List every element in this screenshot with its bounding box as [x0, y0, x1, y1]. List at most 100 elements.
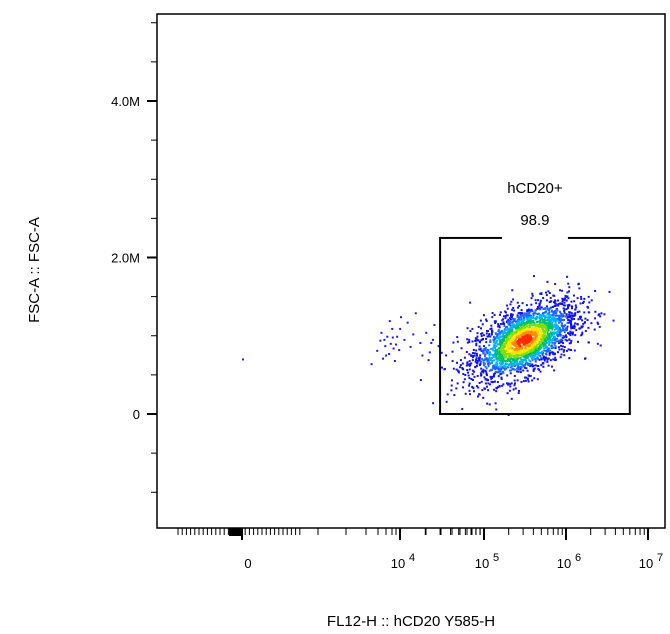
- data-point: [562, 324, 565, 327]
- data-point: [501, 330, 504, 333]
- data-point: [490, 327, 493, 330]
- data-point: [556, 337, 559, 340]
- data-point: [485, 358, 488, 361]
- data-point: [501, 384, 504, 387]
- data-point: [533, 327, 536, 330]
- data-point: [484, 346, 487, 349]
- data-point: [510, 357, 513, 360]
- data-point: [521, 302, 524, 305]
- data-point: [528, 347, 531, 350]
- data-point: [531, 337, 534, 340]
- data-point: [471, 359, 474, 362]
- data-point: [391, 336, 394, 339]
- data-point: [565, 313, 568, 316]
- data-point: [515, 324, 518, 327]
- data-point: [543, 358, 546, 361]
- data-point: [501, 370, 504, 373]
- data-point: [493, 338, 496, 341]
- data-point: [544, 291, 547, 294]
- data-point: [531, 320, 534, 323]
- gate-hcd20[interactable]: hCD20+ 98.9: [439, 180, 631, 415]
- data-point: [520, 327, 523, 330]
- data-point: [541, 362, 544, 365]
- data-point: [557, 299, 560, 302]
- data-point: [388, 320, 391, 323]
- data-point: [521, 323, 524, 326]
- data-point: [537, 338, 540, 341]
- data-point: [538, 325, 541, 328]
- data-point: [540, 358, 543, 361]
- data-point: [491, 347, 494, 350]
- data-point: [550, 347, 553, 350]
- data-point: [558, 310, 561, 313]
- data-point: [505, 328, 508, 331]
- data-point: [548, 309, 551, 312]
- data-point: [547, 329, 550, 332]
- data-point: [531, 294, 534, 297]
- data-point: [554, 358, 557, 361]
- data-point: [478, 381, 481, 384]
- data-point: [536, 351, 539, 354]
- data-point: [519, 371, 522, 374]
- data-point: [480, 339, 483, 342]
- data-point: [384, 345, 387, 348]
- data-point: [553, 328, 556, 331]
- data-point: [482, 338, 485, 341]
- data-point: [552, 315, 555, 318]
- data-point: [522, 349, 525, 352]
- data-point: [526, 321, 529, 324]
- data-point: [576, 322, 579, 325]
- data-point: [540, 321, 543, 324]
- data-point: [550, 331, 553, 334]
- data-point: [493, 388, 496, 391]
- data-point: [468, 338, 471, 341]
- data-point: [570, 327, 573, 330]
- data-point: [508, 389, 511, 392]
- data-point: [524, 347, 527, 350]
- x-axis-title: FL12-H :: hCD20 Y585-H: [327, 613, 495, 630]
- data-point: [554, 327, 557, 330]
- data-point: [506, 326, 509, 329]
- data-point: [534, 299, 537, 302]
- data-point: [512, 338, 515, 341]
- data-point: [516, 358, 519, 361]
- data-point: [507, 333, 510, 336]
- data-point: [509, 355, 512, 358]
- data-point: [488, 403, 491, 406]
- data-point: [550, 344, 553, 347]
- data-point: [558, 317, 561, 320]
- data-point: [562, 327, 565, 330]
- data-point: [569, 334, 572, 337]
- data-point: [484, 353, 487, 356]
- data-point: [489, 383, 492, 386]
- data-point: [491, 316, 494, 319]
- data-point: [537, 368, 540, 371]
- data-point: [526, 351, 529, 354]
- data-point: [527, 316, 530, 319]
- data-point: [495, 337, 498, 340]
- data-point: [520, 319, 523, 322]
- data-point: [459, 359, 462, 362]
- data-point: [503, 332, 506, 335]
- data-point: [496, 381, 499, 384]
- data-point: [566, 321, 569, 324]
- data-point: [496, 357, 499, 360]
- data-point: [511, 308, 514, 311]
- data-point: [500, 377, 503, 380]
- data-point: [515, 327, 518, 330]
- data-point: [540, 292, 543, 295]
- data-point: [560, 324, 563, 327]
- data-point: [468, 384, 471, 387]
- data-point: [509, 385, 512, 388]
- data-point: [525, 337, 528, 340]
- data-point: [483, 359, 486, 362]
- data-point: [600, 312, 603, 315]
- data-point: [543, 332, 546, 335]
- data-point: [557, 304, 560, 307]
- data-point: [513, 336, 516, 339]
- data-point: [489, 351, 492, 354]
- data-point: [475, 339, 478, 342]
- x-tick-label: 10: [475, 556, 489, 571]
- data-point: [564, 338, 567, 341]
